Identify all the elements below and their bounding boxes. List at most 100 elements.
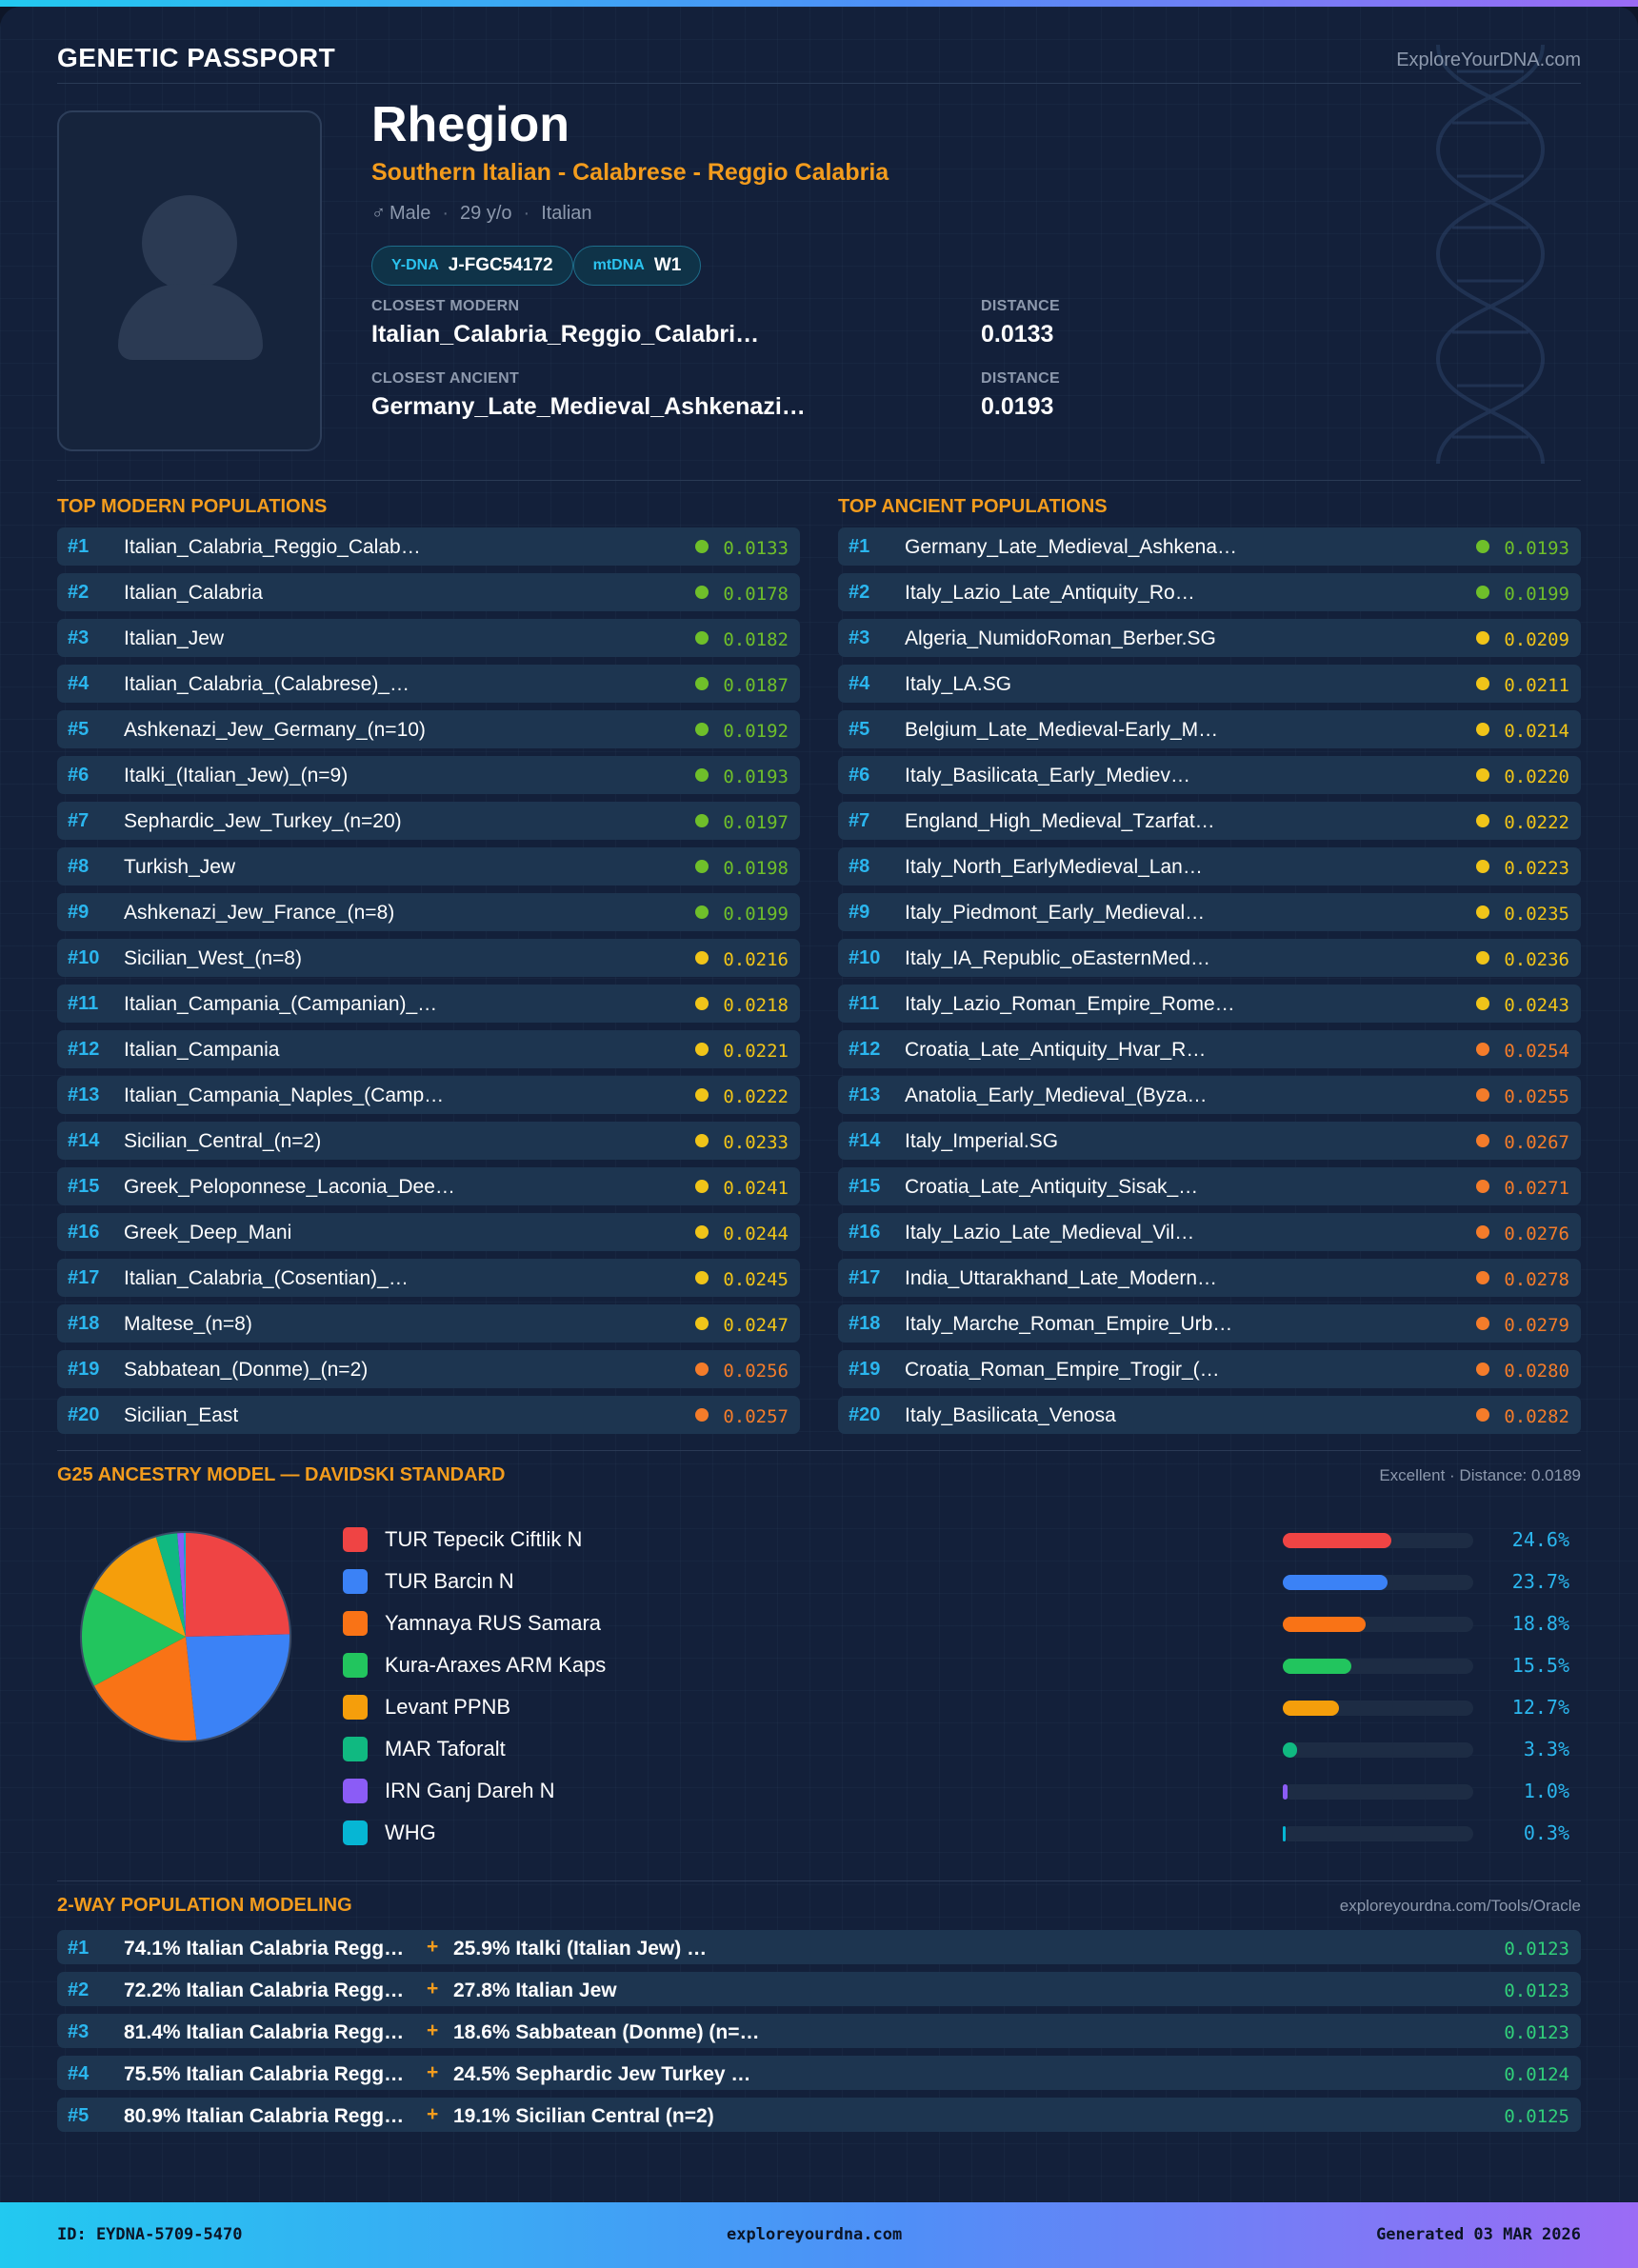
population-name: Italian_Calabria_(Calabrese)_…	[124, 673, 410, 695]
population-row[interactable]: #12 Croatia_Late_Antiquity_Hvar_R… 0.0254	[838, 1030, 1581, 1068]
distance-status-dot-icon	[1476, 1408, 1489, 1422]
distance-status-dot-icon	[695, 540, 709, 553]
population-row[interactable]: #5 Ashkenazi_Jew_Germany_(n=10) 0.0192	[57, 710, 800, 748]
oracle-link[interactable]: exploreyourdna.com/Tools/Oracle	[1339, 1897, 1581, 1915]
population-row[interactable]: #4 Italian_Calabria_(Calabrese)_… 0.0187	[57, 665, 800, 703]
population-row[interactable]: #4 Italy_LA.SG 0.0211	[838, 665, 1581, 703]
pie-slice	[93, 1637, 197, 1741]
population-name: Italy_North_EarlyMedieval_Lan…	[905, 856, 1203, 878]
component-name: IRN Ganj Dareh N	[385, 1779, 555, 1802]
pie-slice	[186, 1634, 290, 1741]
population-row[interactable]: #2 Italian_Calabria 0.0178	[57, 573, 800, 611]
population-name: Sabbatean_(Donme)_(n=2)	[124, 1359, 369, 1381]
model-source-b: 25.9% Italki (Italian Jew) …	[453, 1938, 708, 1960]
population-distance: 0.0255	[1504, 1086, 1569, 1107]
population-row[interactable]: #1 Germany_Late_Medieval_Ashkena… 0.0193	[838, 527, 1581, 566]
population-row[interactable]: #3 Italian_Jew 0.0182	[57, 619, 800, 657]
component-name: TUR Barcin N	[385, 1569, 514, 1593]
population-distance: 0.0193	[723, 766, 789, 787]
legend-swatch	[343, 1569, 368, 1594]
population-name: Italy_Marche_Roman_Empire_Urb…	[905, 1313, 1233, 1335]
population-row[interactable]: #15 Croatia_Late_Antiquity_Sisak_… 0.0271	[838, 1167, 1581, 1205]
avatar-head-icon	[142, 195, 237, 290]
population-name: Italy_Basilicata_Early_Mediev…	[905, 765, 1190, 786]
site-link[interactable]: ExploreYourDNA.com	[1396, 50, 1581, 70]
population-row[interactable]: #7 Sephardic_Jew_Turkey_(n=20) 0.0197	[57, 802, 800, 840]
population-row[interactable]: #16 Italy_Lazio_Late_Medieval_Vil… 0.0276	[838, 1213, 1581, 1251]
population-row[interactable]: #9 Italy_Piedmont_Early_Medieval… 0.0235	[838, 893, 1581, 931]
component-name: Yamnaya RUS Samara	[385, 1611, 602, 1635]
population-row[interactable]: #6 Italy_Basilicata_Early_Mediev… 0.0220	[838, 756, 1581, 794]
distance-status-dot-icon	[695, 723, 709, 736]
population-row[interactable]: #18 Italy_Marche_Roman_Empire_Urb… 0.0279	[838, 1304, 1581, 1343]
distance-status-dot-icon	[1476, 1225, 1489, 1239]
population-rank: #7	[68, 810, 90, 831]
model-row[interactable]: #3 81.4% Italian Calabria Regg… +18.6% Sab…	[57, 2014, 1581, 2048]
population-distance: 0.0193	[1504, 538, 1569, 559]
population-row[interactable]: #15 Greek_Peloponnese_Laconia_Dee… 0.0241	[57, 1167, 800, 1205]
population-row[interactable]: #6 Italki_(Italian_Jew)_(n=9) 0.0193	[57, 756, 800, 794]
population-rank: #20	[68, 1404, 100, 1425]
population-row[interactable]: #3 Algeria_NumidoRoman_Berber.SG 0.0209	[838, 619, 1581, 657]
ancient-section-title: TOP ANCIENT POPULATIONS	[838, 496, 1108, 517]
population-row[interactable]: #10 Italy_IA_Republic_oEasternMed… 0.0236	[838, 939, 1581, 977]
population-row[interactable]: #1 Italian_Calabria_Reggio_Calab… 0.0133	[57, 527, 800, 566]
legend-swatch	[343, 1611, 368, 1636]
model-row[interactable]: #1 74.1% Italian Calabria Regg… +25.9% Ita…	[57, 1930, 1581, 1964]
model-row[interactable]: #4 75.5% Italian Calabria Regg… +24.5% Sep…	[57, 2056, 1581, 2090]
population-row[interactable]: #8 Turkish_Jew 0.0198	[57, 847, 800, 885]
population-row[interactable]: #13 Italian_Campania_Naples_(Camp… 0.0222	[57, 1076, 800, 1114]
distance-status-dot-icon	[695, 1225, 709, 1239]
footer-site-link[interactable]: exploreyourdna.com	[727, 2225, 903, 2244]
population-row[interactable]: #14 Sicilian_Central_(n=2) 0.0233	[57, 1122, 800, 1160]
population-row[interactable]: #20 Italy_Basilicata_Venosa 0.0282	[838, 1396, 1581, 1434]
distance-status-dot-icon	[1476, 1180, 1489, 1193]
population-rank: #9	[68, 902, 90, 923]
population-row[interactable]: #8 Italy_North_EarlyMedieval_Lan… 0.0223	[838, 847, 1581, 885]
population-distance: 0.0222	[723, 1086, 789, 1107]
pie-slice	[155, 1532, 186, 1637]
population-name: Italki_(Italian_Jew)_(n=9)	[124, 765, 349, 786]
population-row[interactable]: #19 Croatia_Roman_Empire_Trogir_(… 0.0280	[838, 1350, 1581, 1388]
population-name: England_High_Medieval_Tzarfat…	[905, 810, 1215, 832]
population-row[interactable]: #13 Anatolia_Early_Medieval_(Byza… 0.0255	[838, 1076, 1581, 1114]
population-row[interactable]: #7 England_High_Medieval_Tzarfat… 0.0222	[838, 802, 1581, 840]
population-row[interactable]: #16 Greek_Deep_Mani 0.0244	[57, 1213, 800, 1251]
population-rank: #20	[849, 1404, 881, 1425]
population-row[interactable]: #12 Italian_Campania 0.0221	[57, 1030, 800, 1068]
population-distance: 0.0254	[1504, 1041, 1569, 1062]
population-row[interactable]: #11 Italian_Campania_(Campanian)_… 0.0218	[57, 985, 800, 1023]
distance-status-dot-icon	[1476, 1271, 1489, 1284]
population-row[interactable]: #20 Sicilian_East 0.0257	[57, 1396, 800, 1434]
population-row[interactable]: #18 Maltese_(n=8) 0.0247	[57, 1304, 800, 1343]
population-row[interactable]: #14 Italy_Imperial.SG 0.0267	[838, 1122, 1581, 1160]
top-gradient-bar	[0, 0, 1638, 7]
population-rank: #1	[849, 536, 870, 557]
population-row[interactable]: #5 Belgium_Late_Medieval-Early_M… 0.0214	[838, 710, 1581, 748]
model-row[interactable]: #5 80.9% Italian Calabria Regg… +19.1% Sic…	[57, 2098, 1581, 2132]
closest-ancient-distance-label: DISTANCE	[981, 370, 1060, 387]
population-row[interactable]: #17 Italian_Calabria_(Cosentian)_… 0.0245	[57, 1259, 800, 1297]
profile-ethnicity: Italian	[541, 203, 592, 224]
population-row[interactable]: #11 Italy_Lazio_Roman_Empire_Rome… 0.0243	[838, 985, 1581, 1023]
component-name: WHG	[385, 1820, 436, 1844]
distance-status-dot-icon	[695, 1408, 709, 1422]
population-name: Italian_Jew	[124, 627, 225, 649]
modern-populations-list: #1 Italian_Calabria_Reggio_Calab… 0.0133 #2…	[57, 527, 800, 1442]
closest-modern-distance: 0.0133	[981, 321, 1054, 348]
population-name: Italian_Calabria_(Cosentian)_…	[124, 1267, 409, 1289]
population-name: Croatia_Late_Antiquity_Sisak_…	[905, 1176, 1199, 1198]
population-rank: #4	[68, 673, 90, 694]
model-row[interactable]: #2 72.2% Italian Calabria Regg… +27.8% Ita…	[57, 1972, 1581, 2006]
population-row[interactable]: #2 Italy_Lazio_Late_Antiquity_Ro… 0.0199	[838, 573, 1581, 611]
population-distance: 0.0222	[1504, 812, 1569, 833]
population-row[interactable]: #9 Ashkenazi_Jew_France_(n=8) 0.0199	[57, 893, 800, 931]
plus-icon: +	[427, 2061, 439, 2083]
population-rank: #1	[68, 536, 90, 557]
modern-section-title: TOP MODERN POPULATIONS	[57, 496, 328, 517]
population-row[interactable]: #19 Sabbatean_(Donme)_(n=2) 0.0256	[57, 1350, 800, 1388]
closest-modern-value: Italian_Calabria_Reggio_Calabri…	[371, 321, 760, 348]
population-row[interactable]: #10 Sicilian_West_(n=8) 0.0216	[57, 939, 800, 977]
population-row[interactable]: #17 India_Uttarakhand_Late_Modern… 0.0278	[838, 1259, 1581, 1297]
population-rank: #13	[849, 1084, 881, 1105]
